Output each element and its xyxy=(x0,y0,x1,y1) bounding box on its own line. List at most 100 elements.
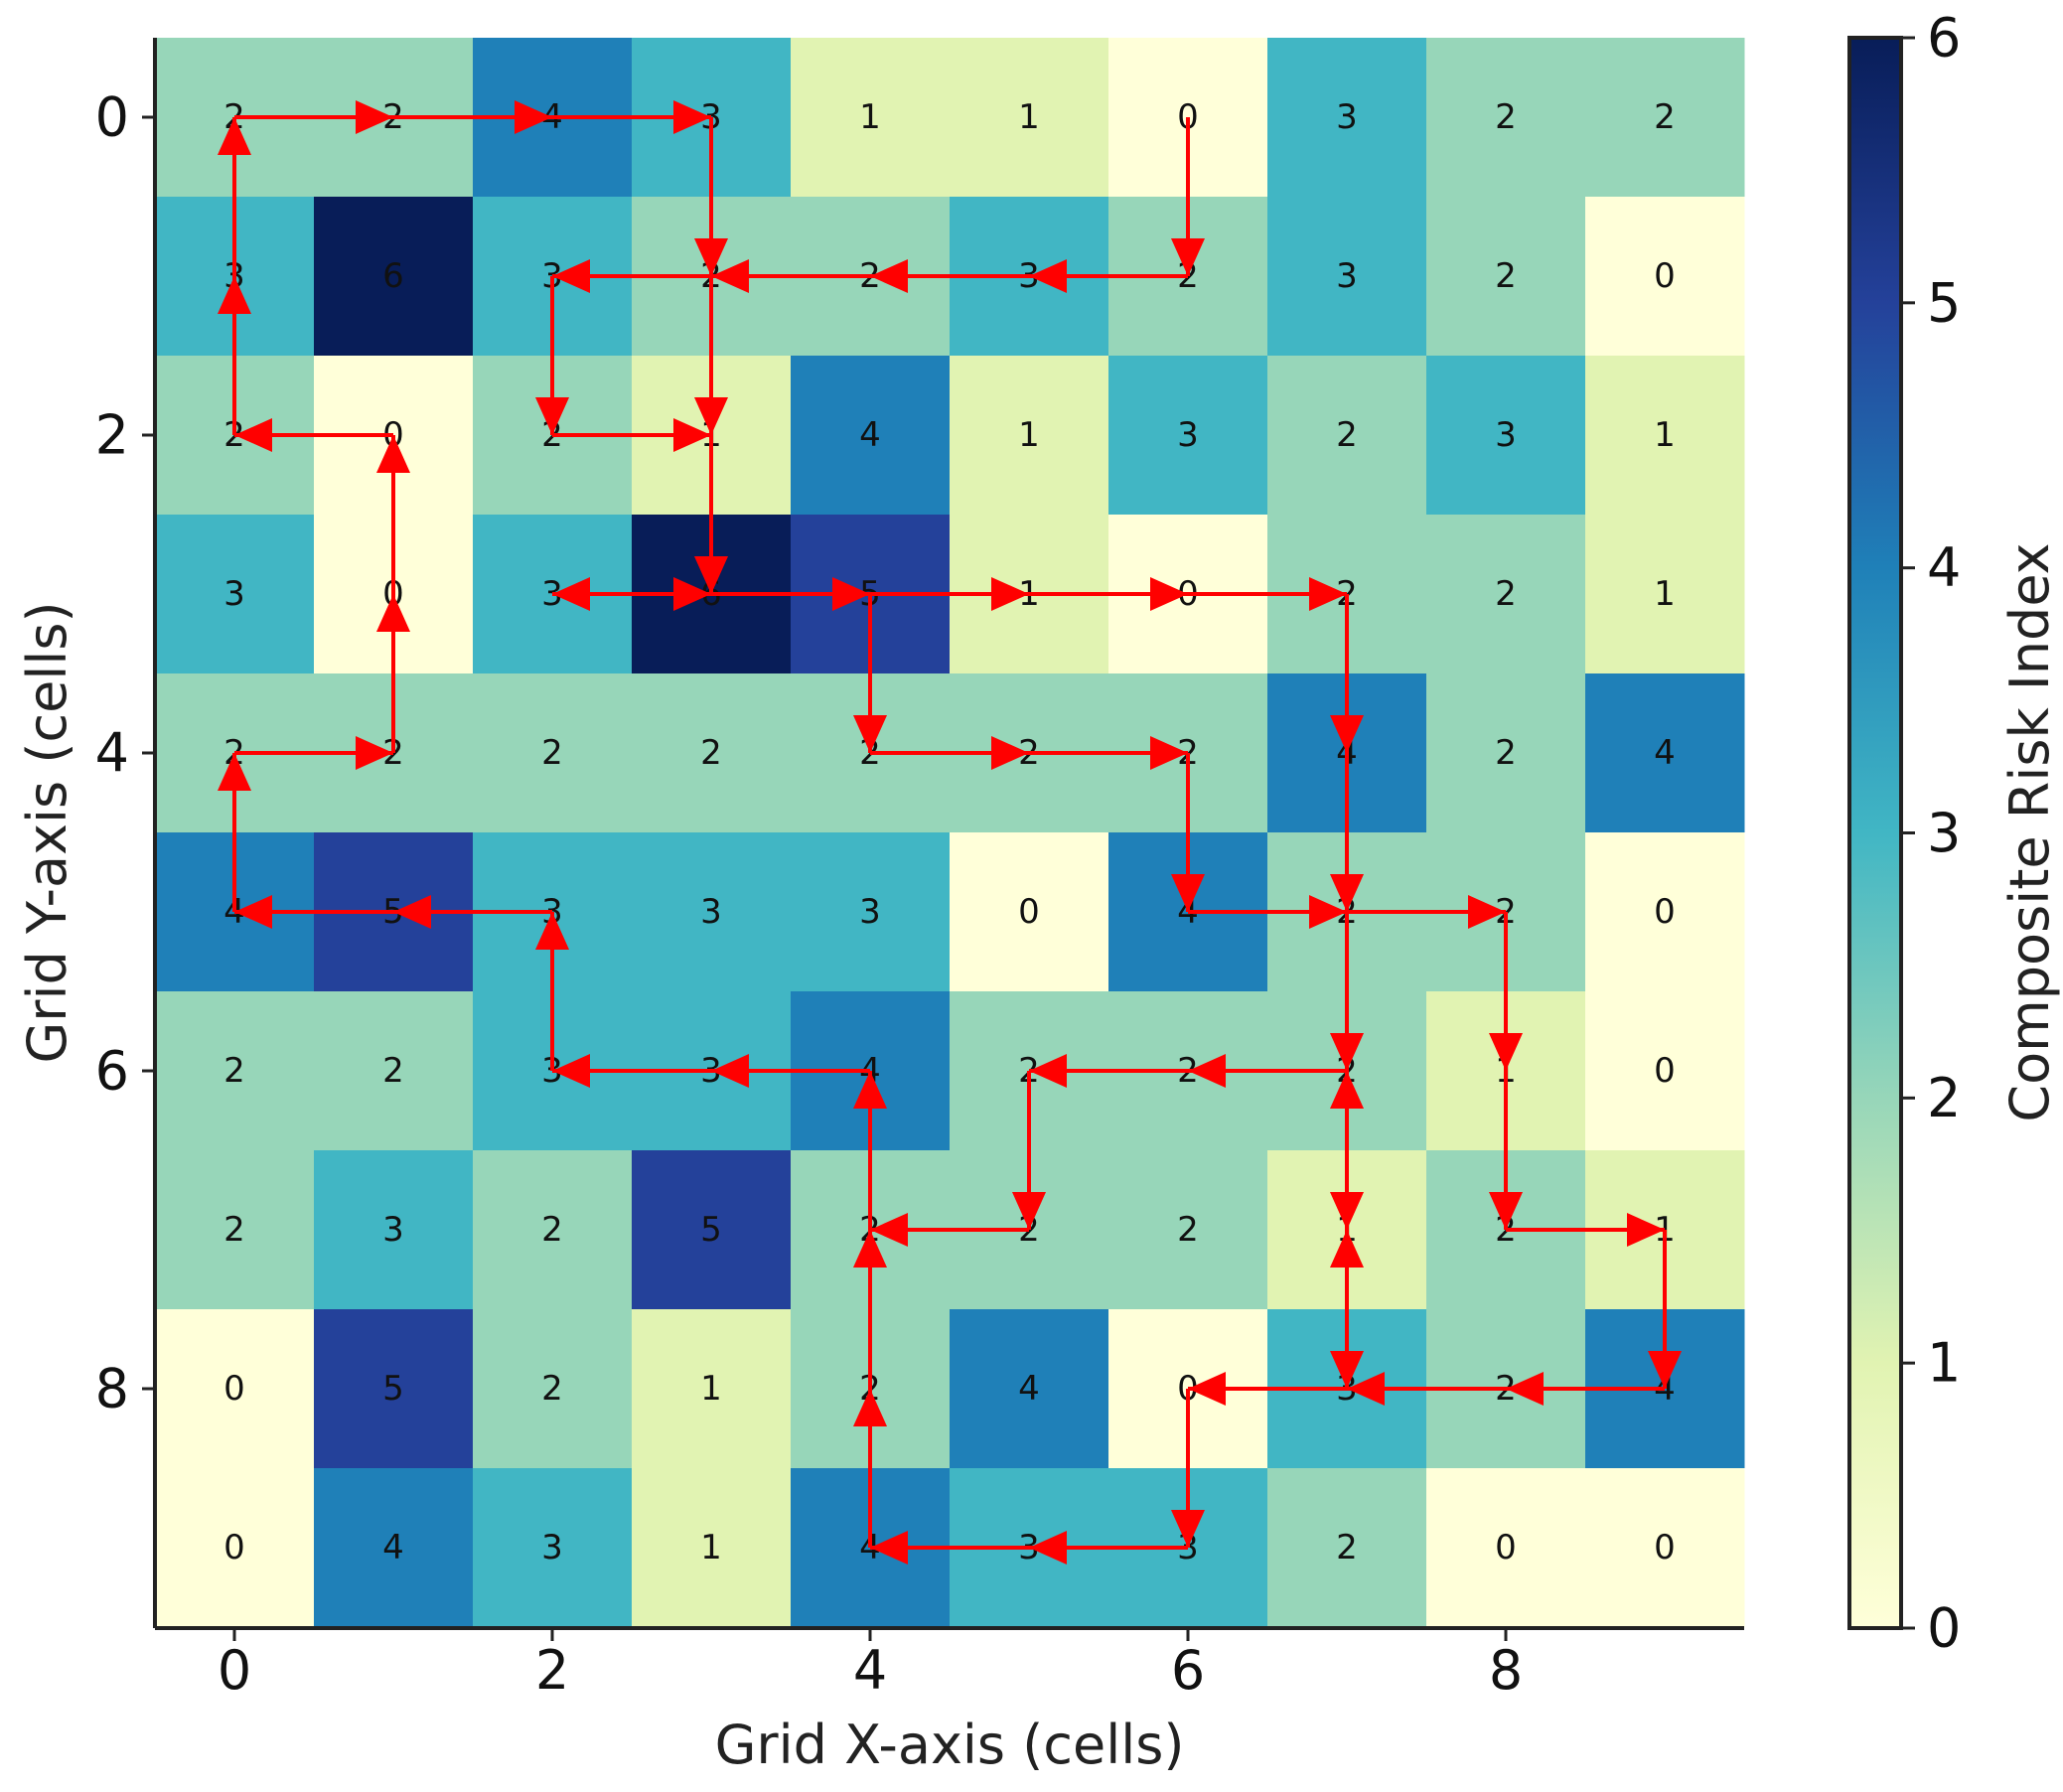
path-arrow-head xyxy=(1309,577,1347,611)
cell-value-label: 2 xyxy=(1177,1210,1199,1250)
cell-value-label: 2 xyxy=(1495,97,1517,137)
path-arrow xyxy=(218,753,251,912)
path-arrow xyxy=(870,1531,1029,1565)
path-arrow xyxy=(1330,594,1364,753)
path-arrow-head xyxy=(535,912,569,950)
path-arrow xyxy=(853,1071,887,1230)
cell-value-label: 1 xyxy=(1018,415,1040,455)
path-arrow-head xyxy=(991,577,1029,611)
heatmap-cell xyxy=(155,1468,315,1628)
path-arrow xyxy=(218,117,251,276)
path-arrow xyxy=(870,736,1029,770)
heatmap-cell xyxy=(314,991,474,1151)
y-axis-label: Grid Y-axis (cells) xyxy=(16,601,78,1063)
colorbar-label: Composite Risk Index xyxy=(1998,542,2061,1121)
path-arrow xyxy=(1489,1071,1523,1230)
path-arrow xyxy=(376,594,410,753)
path-arrow-head xyxy=(218,117,251,155)
path-arrow xyxy=(234,736,393,770)
path-arrow xyxy=(1188,577,1347,611)
heatmap-cell xyxy=(1585,832,1745,992)
heatmap-cell xyxy=(155,515,315,674)
heatmap-cell xyxy=(632,1468,792,1628)
heatmap-cell xyxy=(632,832,792,992)
heatmap-cell xyxy=(1267,356,1427,516)
path-arrow-head xyxy=(1330,1071,1364,1109)
x-tick-label: 2 xyxy=(535,1639,569,1702)
path-arrow-head xyxy=(853,1071,887,1109)
heatmap-cell xyxy=(1108,1150,1268,1310)
path-arrow-head xyxy=(1171,238,1205,276)
path-arrow-head xyxy=(1347,1372,1385,1406)
heatmap-cell xyxy=(1267,197,1427,357)
path-arrow-head xyxy=(853,715,887,753)
cell-value-label: 5 xyxy=(700,1210,722,1250)
path-arrow xyxy=(1188,1372,1347,1406)
cell-value-label: 1 xyxy=(1018,97,1040,137)
cell-value-label: 3 xyxy=(223,574,245,614)
path-arrow xyxy=(393,895,552,929)
cell-value-label: 2 xyxy=(700,733,722,773)
path-arrow-head xyxy=(1468,895,1506,929)
x-tick-label: 6 xyxy=(1171,1639,1205,1702)
heatmap-cell xyxy=(314,197,474,357)
y-tick-label: 2 xyxy=(95,404,129,467)
cell-value-label: 3 xyxy=(859,892,881,932)
path-arrow xyxy=(552,418,711,452)
x-axis-ticks: 0 2 4 6 8 xyxy=(218,1628,1523,1702)
colorbar-tick-label: 2 xyxy=(1927,1067,1961,1129)
path-arrow-head xyxy=(515,100,552,134)
path-arrow xyxy=(535,912,569,1071)
path-arrow xyxy=(552,577,711,611)
heatmap-cell xyxy=(1267,1468,1427,1628)
cell-value-label: 3 xyxy=(1177,415,1199,455)
path-arrow xyxy=(1489,912,1523,1071)
cell-value-label: 4 xyxy=(859,415,881,455)
heatmap-cell xyxy=(1585,991,1745,1151)
path-arrow-head xyxy=(393,895,431,929)
heatmap-cell xyxy=(473,1468,633,1628)
heatmap-cell xyxy=(632,1309,792,1469)
heatmap-cell xyxy=(950,356,1109,516)
path-arrow-head xyxy=(1330,1033,1364,1071)
colorbar-tick-label: 1 xyxy=(1927,1332,1961,1395)
path-arrow-head xyxy=(694,397,728,435)
path-arrow-head xyxy=(1029,259,1067,293)
heatmap-cell xyxy=(791,832,951,992)
heatmap-cell xyxy=(1426,1468,1586,1628)
heatmap-cell xyxy=(1585,356,1745,516)
y-tick-label: 8 xyxy=(95,1358,129,1420)
cell-value-label: 2 xyxy=(223,1051,245,1091)
path-arrow-head xyxy=(870,1531,908,1565)
path-arrow-head xyxy=(1188,1054,1226,1088)
path-arrow xyxy=(711,577,870,611)
path-arrow xyxy=(1330,1071,1364,1230)
heatmap-cell xyxy=(1585,1468,1745,1628)
cell-value-label: 1 xyxy=(700,1369,722,1409)
path-arrow-head xyxy=(1171,874,1205,912)
path-arrow xyxy=(1330,753,1364,912)
x-tick-label: 0 xyxy=(218,1639,251,1702)
path-arrow xyxy=(711,259,870,293)
path-arrow-head xyxy=(870,259,908,293)
heatmap-cell xyxy=(1426,356,1586,516)
heatmap-cell xyxy=(1585,38,1745,198)
path-arrow xyxy=(376,435,410,594)
cell-value-label: 1 xyxy=(1654,415,1676,455)
heatmap-cell xyxy=(314,1150,474,1310)
path-arrow xyxy=(1330,912,1364,1071)
cell-value-label: 3 xyxy=(1495,415,1517,455)
path-arrow xyxy=(853,594,887,753)
path-arrow-head xyxy=(376,594,410,632)
heatmap-cell xyxy=(1267,38,1427,198)
cell-value-label: 2 xyxy=(1654,97,1676,137)
path-arrow-head xyxy=(356,736,393,770)
path-arrows xyxy=(218,100,1682,1565)
path-arrow-head xyxy=(870,1213,908,1247)
cell-value-label: 2 xyxy=(541,1210,563,1250)
cell-value-label: 0 xyxy=(1654,1051,1676,1091)
path-arrow xyxy=(552,259,711,293)
path-arrow-head xyxy=(1330,1230,1364,1268)
path-arrow xyxy=(1188,1054,1347,1088)
cell-value-label: 1 xyxy=(700,1528,722,1568)
